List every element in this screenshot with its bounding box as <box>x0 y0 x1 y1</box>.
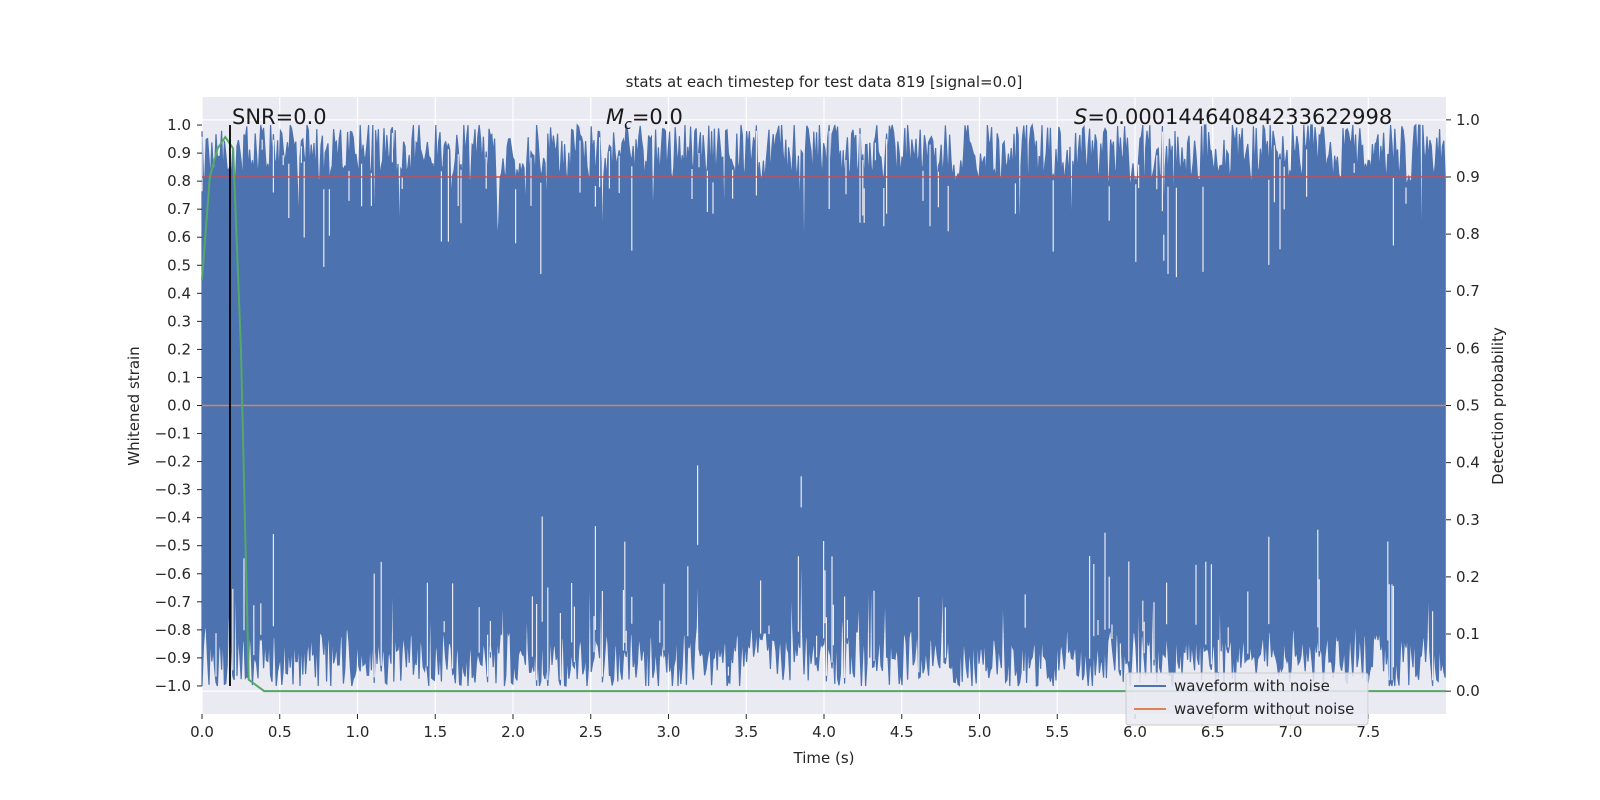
x-tick-label: 1.0 <box>346 723 370 741</box>
y-axis-left-ticks: 1.0 0.9 0.8 0.7 0.6 0.5 0.4 0.3 0.2 0.1 0.0 −0.1 −0.… <box>155 116 202 695</box>
y-right-tick-label: 0.2 <box>1456 568 1480 586</box>
x-tick-label: 7.0 <box>1279 723 1303 741</box>
y-left-tick-label: −0.8 <box>155 621 191 639</box>
y-right-tick-label: 0.9 <box>1456 168 1480 186</box>
chirp-mass-subscript: c <box>624 117 632 133</box>
y-left-tick-label: −0.7 <box>155 593 191 611</box>
s-symbol: S <box>1074 105 1087 129</box>
legend-label-clean: waveform without noise <box>1174 700 1354 718</box>
y-left-tick-label: −0.9 <box>155 649 191 667</box>
y-left-tick-label: −0.1 <box>155 425 191 443</box>
x-axis-label: Time (s) <box>793 749 855 767</box>
y-left-tick-label: 0.8 <box>167 172 191 190</box>
y-left-tick-label: −0.2 <box>155 453 191 471</box>
y-right-tick-label: 1.0 <box>1456 111 1480 129</box>
y-right-tick-label: 0.8 <box>1456 225 1480 243</box>
y-axis-right-label: Detection probability <box>1489 327 1507 485</box>
y-right-tick-label: 0.1 <box>1456 625 1480 643</box>
chirp-mass-annotation: Mc=0.0 <box>606 105 683 133</box>
x-tick-label: 6.5 <box>1201 723 1225 741</box>
y-left-tick-label: 0.5 <box>167 256 191 274</box>
y-left-tick-label: 1.0 <box>167 116 191 134</box>
x-tick-label: 1.5 <box>423 723 447 741</box>
y-left-tick-label: 0.2 <box>167 340 191 358</box>
y-left-tick-label: −0.4 <box>155 509 191 527</box>
y-right-tick-label: 0.7 <box>1456 282 1480 300</box>
detection-probability-series <box>201 135 1446 693</box>
x-tick-label: 5.0 <box>968 723 992 741</box>
y-left-tick-label: 0.0 <box>167 397 191 415</box>
x-axis-ticks: 0.0 0.5 1.0 1.5 2.0 2.5 3.0 3.5 4.0 4.5 5.0 5.5 6.0 6… <box>190 714 1380 741</box>
noise-gaps <box>201 130 1434 681</box>
y-left-tick-label: −0.6 <box>155 565 191 583</box>
x-tick-label: 3.0 <box>657 723 681 741</box>
y-right-tick-label: 0.6 <box>1456 339 1480 357</box>
y-left-tick-label: 0.9 <box>167 144 191 162</box>
s-annotation: S=0.00014464084233622998 <box>1074 105 1392 129</box>
y-axis-left-label: Whitened strain <box>125 346 143 465</box>
x-tick-label: 0.0 <box>190 723 214 741</box>
snr-annotation: SNR=0.0 <box>232 105 327 129</box>
x-tick-label: 0.5 <box>268 723 292 741</box>
chirp-mass-value: =0.0 <box>632 105 683 129</box>
x-tick-label: 7.5 <box>1356 723 1380 741</box>
x-tick-label: 4.5 <box>890 723 914 741</box>
x-tick-label: 2.0 <box>501 723 525 741</box>
y-left-tick-label: −0.5 <box>155 537 191 555</box>
x-tick-label: 4.0 <box>812 723 836 741</box>
y-left-tick-label: 0.6 <box>167 228 191 246</box>
y-right-tick-label: 0.3 <box>1456 511 1480 529</box>
y-right-tick-label: 0.4 <box>1456 454 1480 472</box>
chart-title: stats at each timestep for test data 819… <box>626 73 1023 91</box>
y-right-tick-label: 0.0 <box>1456 682 1480 700</box>
y-left-tick-label: −1.0 <box>155 677 191 695</box>
y-left-tick-label: 0.3 <box>167 312 191 330</box>
legend-label-noise: waveform with noise <box>1174 677 1330 695</box>
y-left-tick-label: 0.1 <box>167 368 191 386</box>
y-right-tick-label: 0.5 <box>1456 397 1480 415</box>
x-tick-label: 2.5 <box>579 723 603 741</box>
chirp-mass-symbol: M <box>606 105 624 129</box>
y-left-tick-label: 0.4 <box>167 284 191 302</box>
x-tick-label: 6.0 <box>1123 723 1147 741</box>
x-tick-label: 3.5 <box>734 723 758 741</box>
legend: waveform with noise waveform without noi… <box>1125 672 1369 726</box>
s-value: =0.00014464084233622998 <box>1087 105 1392 129</box>
y-axis-right-ticks: 1.0 0.9 0.8 0.7 0.6 0.5 0.4 0.3 0.2 0.1 0.0 <box>1446 111 1480 700</box>
legend-box <box>1125 672 1369 726</box>
y-left-tick-label: −0.3 <box>155 481 191 499</box>
y-left-tick-label: 0.7 <box>167 200 191 218</box>
x-tick-label: 5.5 <box>1045 723 1069 741</box>
